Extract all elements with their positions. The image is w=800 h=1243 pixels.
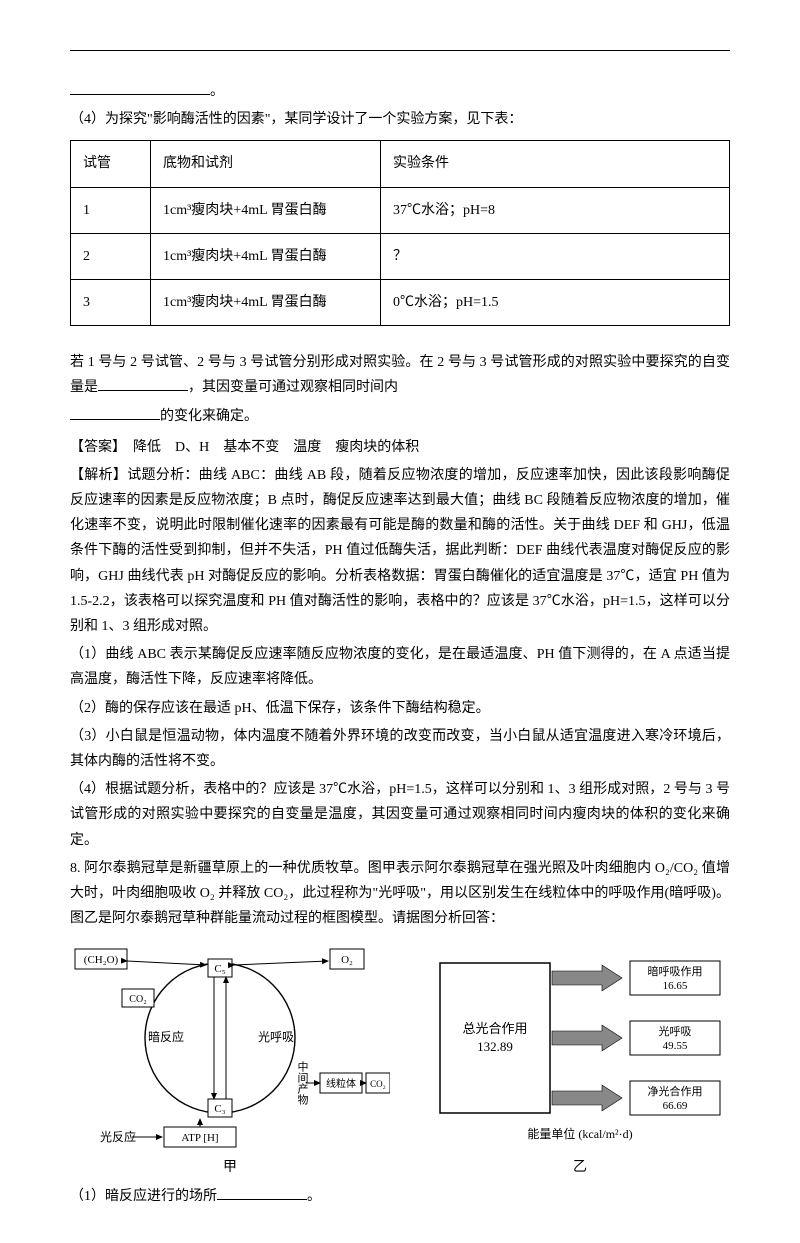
blank-fill (70, 81, 210, 95)
answer-line: 【答案】 降低 D、H 基本不变 温度 瘦肉块的体积 (70, 435, 730, 460)
svg-text:132.89: 132.89 (477, 1039, 513, 1054)
svg-text:49.55: 49.55 (663, 1040, 688, 1052)
svg-text:线粒体: 线粒体 (326, 1077, 356, 1090)
svg-text:C₃: C₃ (214, 1103, 225, 1115)
table-cell: 1cm³瘦肉块+4mL 胃蛋白酶 (151, 233, 381, 279)
o2-label: O₂ (341, 954, 353, 966)
table-row: 1 1cm³瘦肉块+4mL 胃蛋白酶 37℃水浴；pH=8 (71, 187, 730, 233)
svg-text:暗呼吸作用: 暗呼吸作用 (648, 964, 703, 978)
analysis-p4: （3）小白鼠是恒温动物，体内温度不随着外界环境的改变而改变，当小白鼠从适宜温度进… (70, 724, 730, 774)
blank-fill (70, 406, 160, 420)
svg-text:总光合作用: 总光合作用 (462, 1021, 527, 1036)
blank-fill (217, 1186, 307, 1200)
table-row: 3 1cm³瘦肉块+4mL 胃蛋白酶 0℃水浴；pH=1.5 (71, 279, 730, 325)
svg-text:暗反应: 暗反应 (148, 1029, 184, 1044)
answer-label: 【答案】 (70, 440, 119, 455)
answer-text: 降低 D、H 基本不变 温度 瘦肉块的体积 (119, 440, 419, 455)
analysis-label: 【解析】 (70, 468, 127, 483)
table-row: 试管 底物和试剂 实验条件 (71, 141, 730, 187)
analysis-p5: （4）根据试题分析，表格中的？应该是 37℃水浴，pH=1.5，这样可以分别和 … (70, 777, 730, 853)
table-cell: 1cm³瘦肉块+4mL 胃蛋白酶 (151, 187, 381, 233)
svg-text:CO₂: CO₂ (370, 1079, 386, 1089)
svg-text:16.65: 16.65 (663, 980, 688, 992)
svg-text:能量单位 (kcal/m²·d): 能量单位 (kcal/m²·d) (527, 1126, 632, 1141)
diagram-right: 总光合作用 132.89 暗呼吸作用 16.65 光呼吸 49.55 净光合作用… (430, 943, 730, 1180)
analysis-p3: （2）酶的保存应该在最适 pH、低温下保存，该条件下酶结构稳定。 (70, 696, 730, 721)
table-cell: 2 (71, 233, 151, 279)
diagram-left: (CH₂O) O₂ C₅ C₃ CO₂ 暗反应 光呼吸 (70, 943, 390, 1180)
table-cell: 1cm³瘦肉块+4mL 胃蛋白酶 (151, 279, 381, 325)
table-cell: ？ (381, 233, 730, 279)
page-container: 。 （4）为探究"影响酶活性的因素"，某同学设计了一个实验方案，见下表： 试管 … (0, 0, 800, 1243)
table-header-cell: 底物和试剂 (151, 141, 381, 187)
para-after-table-2: 的变化来确定。 (70, 404, 730, 429)
svg-text:CO₂: CO₂ (129, 994, 146, 1005)
analysis-p1: 【解析】试题分析：曲线 ABC：曲线 AB 段，随着反应物浓度的增加，反应速率加… (70, 463, 730, 639)
para-after-table: 若 1 号与 2 号试管、2 号与 3 号试管分别形成对照实验。在 2 号与 3… (70, 350, 730, 400)
diagram-left-caption: 甲 (70, 1155, 390, 1180)
analysis-p2: （1）曲线 ABC 表示某酶促反应速率随反应物浓度的变化，是在最适温度、PH 值… (70, 642, 730, 692)
table-cell: 1 (71, 187, 151, 233)
svg-text:净光合作用: 净光合作用 (648, 1084, 703, 1098)
table-cell: 37℃水浴；pH=8 (381, 187, 730, 233)
table-cell: 3 (71, 279, 151, 325)
blank-intro: 。 (70, 79, 730, 104)
svg-text:ATP [H]: ATP [H] (181, 1132, 218, 1144)
svg-text:光呼吸: 光呼吸 (659, 1024, 692, 1038)
ch2o-label: (CH₂O) (84, 954, 119, 966)
svg-text:66.69: 66.69 (663, 1100, 688, 1112)
q4-line: （4）为探究"影响酶活性的因素"，某同学设计了一个实验方案，见下表： (70, 107, 730, 132)
table-header-cell: 试管 (71, 141, 151, 187)
experiment-table: 试管 底物和试剂 实验条件 1 1cm³瘦肉块+4mL 胃蛋白酶 37℃水浴；p… (70, 140, 730, 326)
diagram-row: (CH₂O) O₂ C₅ C₃ CO₂ 暗反应 光呼吸 (70, 943, 730, 1180)
blank-fill (98, 377, 188, 391)
svg-text:光呼吸: 光呼吸 (258, 1030, 294, 1044)
table-cell: 0℃水浴；pH=1.5 (381, 279, 730, 325)
q8-sub1: （1）暗反应进行的场所。 (70, 1184, 730, 1209)
table-header-cell: 实验条件 (381, 141, 730, 187)
svg-text:C₅: C₅ (214, 963, 225, 975)
diagram-right-caption: 乙 (430, 1155, 730, 1180)
table-row: 2 1cm³瘦肉块+4mL 胃蛋白酶 ？ (71, 233, 730, 279)
q8-intro: 8. 阿尔泰鹅冠草是新疆草原上的一种优质牧草。图甲表示阿尔泰鹅冠草在强光照及叶肉… (70, 856, 730, 932)
top-rule (70, 50, 730, 51)
